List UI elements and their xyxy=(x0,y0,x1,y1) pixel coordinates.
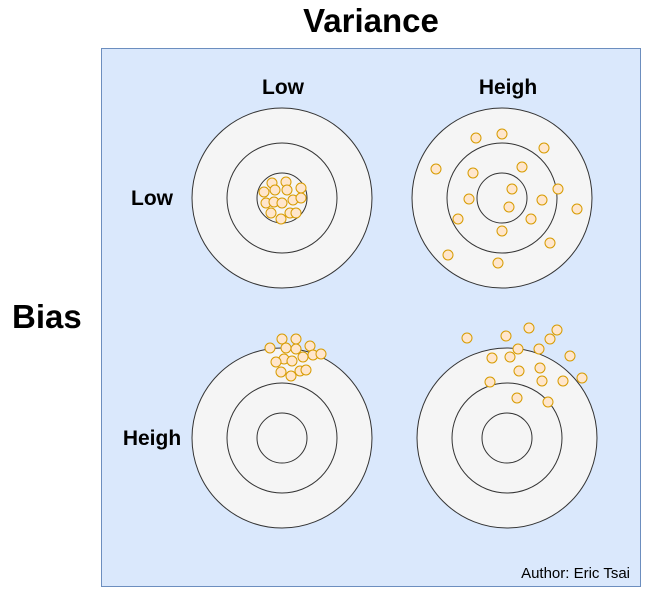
shot-dot xyxy=(544,333,556,345)
shot-dot xyxy=(258,186,270,198)
shot-dot xyxy=(461,332,473,344)
shot-dot xyxy=(286,355,298,367)
shot-dot xyxy=(297,351,309,363)
shot-dot xyxy=(276,333,288,345)
shot-dot xyxy=(513,365,525,377)
shot-dot xyxy=(533,343,545,355)
shot-dot xyxy=(492,257,504,269)
column-label-high: Heigh xyxy=(478,76,538,99)
shot-dot xyxy=(516,161,528,173)
shot-dot xyxy=(523,322,535,334)
shot-dot xyxy=(264,342,276,354)
shot-dot xyxy=(506,183,518,195)
shot-dot xyxy=(470,132,482,144)
shot-dot xyxy=(511,392,523,404)
shot-dot xyxy=(576,372,588,384)
shot-dot xyxy=(295,192,307,204)
target-low-bias-high-variance xyxy=(411,107,593,289)
shot-dot xyxy=(315,348,327,360)
shot-dot xyxy=(557,375,569,387)
shot-dot xyxy=(571,203,583,215)
shot-dot xyxy=(269,184,281,196)
shot-dot xyxy=(442,249,454,261)
shot-dot xyxy=(512,343,524,355)
shot-dot xyxy=(276,197,288,209)
target-high-bias-low-variance xyxy=(191,333,373,529)
shot-dot xyxy=(564,350,576,362)
shot-dot xyxy=(300,364,312,376)
row-label-high: Heigh xyxy=(122,427,182,450)
shot-dot xyxy=(275,366,287,378)
shot-dot xyxy=(463,193,475,205)
shot-dot xyxy=(265,207,277,219)
shot-dot xyxy=(551,324,563,336)
bias-axis-label: Bias xyxy=(12,298,82,335)
shot-dot xyxy=(285,370,297,382)
shot-dot xyxy=(290,207,302,219)
shot-dot xyxy=(542,396,554,408)
shot-dot xyxy=(525,213,537,225)
shot-dot xyxy=(538,142,550,154)
shot-dot xyxy=(270,356,282,368)
shot-dot xyxy=(496,128,508,140)
shot-dot xyxy=(544,237,556,249)
shot-dot xyxy=(503,201,515,213)
shot-dot xyxy=(290,333,302,345)
shot-dot xyxy=(536,375,548,387)
shot-dot xyxy=(534,362,546,374)
shot-dot xyxy=(452,213,464,225)
shot-dot xyxy=(536,194,548,206)
shot-dot xyxy=(295,182,307,194)
shot-dot xyxy=(486,352,498,364)
shot-dot xyxy=(281,184,293,196)
column-label-low: Low xyxy=(262,76,304,99)
shot-dot xyxy=(552,183,564,195)
shot-dot xyxy=(290,343,302,355)
shot-dot xyxy=(484,376,496,388)
shot-dot xyxy=(304,340,316,352)
target-low-bias-low-variance xyxy=(191,107,373,289)
diagram-title: Variance xyxy=(303,2,439,39)
shot-dot xyxy=(430,163,442,175)
shot-dot xyxy=(496,225,508,237)
shot-dot xyxy=(500,330,512,342)
shot-dot xyxy=(280,342,292,354)
shot-dot xyxy=(504,351,516,363)
row-label-low: Low xyxy=(131,187,173,210)
shot-dot xyxy=(467,167,479,179)
author-credit: Author: Eric Tsai xyxy=(521,565,630,582)
target-high-bias-high-variance xyxy=(416,322,598,529)
shot-dot xyxy=(275,213,287,225)
